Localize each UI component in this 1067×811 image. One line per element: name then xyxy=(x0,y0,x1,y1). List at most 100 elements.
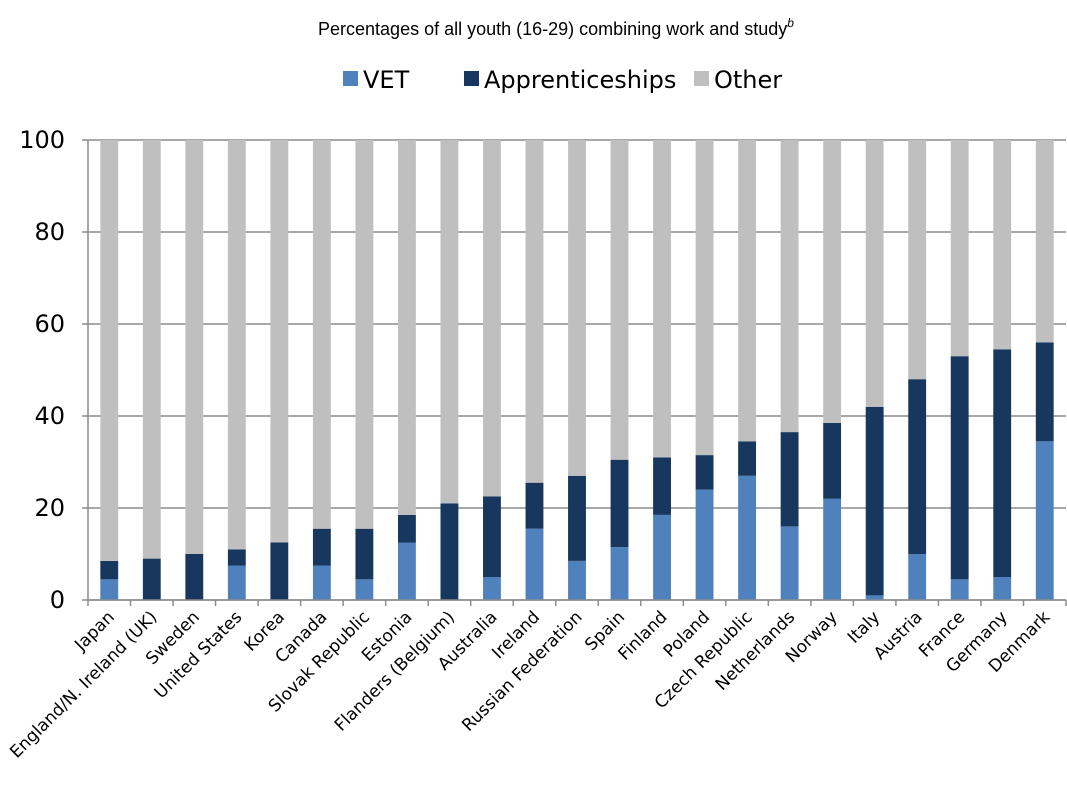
bar-stack xyxy=(823,140,842,600)
bar-segment-apprenticeships xyxy=(695,455,714,490)
bar-segment-apprenticeships xyxy=(1035,342,1054,442)
bar-segment-other xyxy=(568,140,586,476)
bar-segment-vet xyxy=(397,542,416,600)
bar-stack xyxy=(993,140,1012,600)
bar-stack xyxy=(610,140,629,600)
bar-segment-vet xyxy=(483,577,501,600)
bar-segment-apprenticeships xyxy=(397,514,416,543)
bar-stack xyxy=(865,140,884,600)
bar-segment-other xyxy=(695,140,714,456)
bar-stack xyxy=(908,140,927,600)
legend-swatch xyxy=(343,71,358,86)
bar-stack xyxy=(1035,140,1054,600)
bar-stack xyxy=(185,140,204,600)
bar-stack xyxy=(312,140,331,600)
bar-segment-other xyxy=(950,140,969,357)
bar-segment-other xyxy=(610,140,629,460)
bar-segment-apprenticeships xyxy=(610,459,629,548)
y-tick-label: 80 xyxy=(34,218,65,246)
bar-stack xyxy=(440,140,459,600)
bars xyxy=(100,140,1054,600)
bar-segment-vet xyxy=(908,554,927,600)
bar-segment-vet xyxy=(993,577,1012,600)
bar-segment-apprenticeships xyxy=(823,422,842,499)
bar-segment-other xyxy=(738,140,757,442)
legend-item-apprenticeships: Apprenticeships xyxy=(464,66,676,94)
chart-title: Percentages of all youth (16-29) combini… xyxy=(318,16,794,39)
bar-segment-apprenticeships xyxy=(738,441,757,476)
bar-segment-apprenticeships xyxy=(568,475,586,561)
bar-segment-other xyxy=(653,140,671,458)
bar-segment-apprenticeships xyxy=(950,356,969,580)
bar-stack xyxy=(653,140,671,600)
y-axis: 0 20 40 60 80 100 xyxy=(19,126,89,614)
bar-segment-other xyxy=(483,140,501,497)
bar-segment-other xyxy=(908,140,927,380)
bar-segment-other xyxy=(227,140,246,550)
bar-segment-apprenticeships xyxy=(440,503,459,600)
bar-segment-other xyxy=(993,140,1012,350)
bar-segment-vet xyxy=(227,565,246,600)
y-tick-label: 60 xyxy=(34,310,65,338)
bar-segment-apprenticeships xyxy=(653,457,671,515)
bar-stack xyxy=(695,140,714,600)
bar-segment-other xyxy=(865,140,884,407)
bar-segment-other xyxy=(270,140,289,543)
bar-segment-other xyxy=(1035,140,1054,343)
bar-segment-vet xyxy=(653,514,671,600)
chart-title-superscript: b xyxy=(787,16,794,30)
legend-label: Other xyxy=(714,66,782,94)
bar-segment-apprenticeships xyxy=(780,432,799,527)
bar-stack xyxy=(780,140,799,600)
bar-stack xyxy=(738,140,757,600)
bar-segment-apprenticeships xyxy=(100,560,119,580)
bar-segment-other xyxy=(525,140,544,483)
bar-stack xyxy=(568,140,586,600)
chart-title-main: Percentages of all youth (16-29) combini… xyxy=(318,19,787,39)
bar-stack xyxy=(950,140,969,600)
bar-segment-other xyxy=(100,140,119,561)
bar-segment-vet xyxy=(695,489,714,600)
legend-item-other: Other xyxy=(694,66,782,94)
bar-stack xyxy=(483,140,501,600)
x-category-label: Austria xyxy=(870,607,927,664)
bar-segment-other xyxy=(185,140,204,554)
bar-stack xyxy=(270,140,289,600)
bar-segment-other xyxy=(823,140,842,423)
bar-segment-apprenticeships xyxy=(270,542,289,600)
bar-segment-vet xyxy=(1035,441,1054,600)
bar-stack xyxy=(355,140,374,600)
bar-segment-vet xyxy=(568,560,586,600)
bar-segment-apprenticeships xyxy=(312,528,331,566)
legend-swatch xyxy=(464,71,479,86)
bar-segment-apprenticeships xyxy=(355,528,374,580)
bar-segment-apprenticeships xyxy=(525,482,544,529)
bar-segment-apprenticeships xyxy=(483,496,501,577)
bar-segment-vet xyxy=(610,547,629,600)
bar-segment-vet xyxy=(738,475,757,600)
legend: VET Apprenticeships Other xyxy=(343,66,782,94)
bar-segment-other xyxy=(312,140,331,529)
bar-segment-other xyxy=(142,140,161,559)
y-tick-label: 100 xyxy=(19,126,65,154)
bar-segment-vet xyxy=(525,528,544,600)
bar-segment-apprenticeships xyxy=(908,379,927,554)
y-tick-label: 0 xyxy=(50,586,65,614)
bar-segment-vet xyxy=(823,498,842,600)
bar-segment-vet xyxy=(312,565,331,600)
legend-swatch xyxy=(694,71,709,86)
bar-stack xyxy=(397,140,416,600)
bar-segment-other xyxy=(397,140,416,515)
bar-segment-vet xyxy=(100,579,119,600)
bar-segment-other xyxy=(355,140,374,529)
legend-item-vet: VET xyxy=(343,66,410,94)
y-tick-label: 20 xyxy=(34,494,65,522)
bar-segment-apprenticeships xyxy=(142,558,161,600)
bar-segment-vet xyxy=(780,526,799,600)
bar-segment-apprenticeships xyxy=(227,549,246,566)
legend-label: Apprenticeships xyxy=(484,66,676,94)
bar-segment-apprenticeships xyxy=(865,406,884,596)
bar-stack xyxy=(100,140,119,600)
bar-segment-vet xyxy=(950,579,969,600)
